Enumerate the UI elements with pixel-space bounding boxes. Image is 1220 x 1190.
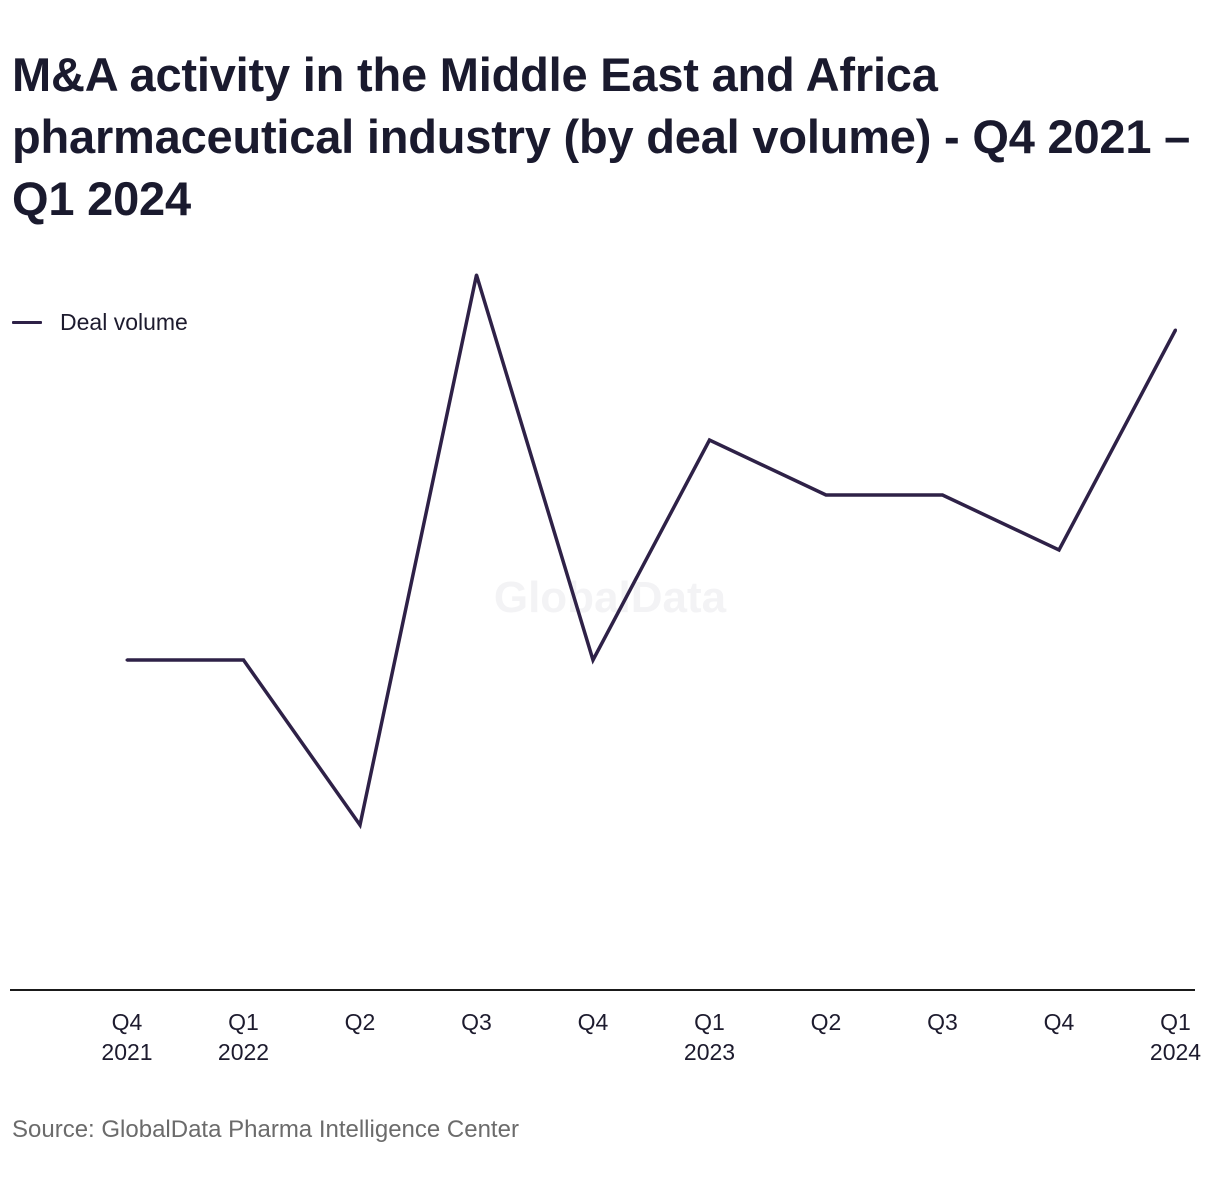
x-tick-label-quarter: Q2 — [811, 1009, 842, 1035]
x-tick-label-quarter: Q1 — [1160, 1009, 1191, 1035]
series-layer — [125, 273, 1178, 830]
data-point — [941, 493, 944, 497]
data-point — [125, 658, 129, 662]
legend-label: Deal volume — [60, 308, 188, 335]
series-line-deal-volume — [127, 274, 1178, 830]
x-tick-label-quarter: Q4 — [578, 1009, 609, 1035]
chart-title: M&A activity in the Middle East and Afri… — [12, 48, 1191, 225]
data-point — [475, 273, 478, 277]
x-tick-label-quarter: Q1 — [694, 1009, 725, 1035]
data-point — [242, 658, 245, 662]
x-tick-labels: Q4 2021 Q1 2022 Q2 Q3 Q4 Q1 2023 Q2 Q3 Q4 Q1 2024 — [101, 1009, 1201, 1065]
x-tick-label-quarter: Q3 — [461, 1009, 492, 1035]
data-point — [708, 438, 711, 442]
legend-swatch — [12, 320, 42, 324]
x-tick-label-quarter: Q4 — [1044, 1009, 1075, 1035]
x-tick-label-year: 2021 — [101, 1039, 152, 1065]
x-tick-label-year: 2022 — [218, 1039, 269, 1065]
x-tick-label-year: 2023 — [684, 1039, 735, 1065]
watermark: GlobalData — [494, 573, 727, 622]
source-note: Source: GlobalData Pharma Intelligence C… — [12, 1116, 519, 1143]
data-point — [1057, 548, 1061, 552]
x-tick-label-quarter: Q2 — [345, 1009, 376, 1035]
x-tick-label-year: 2024 — [1150, 1039, 1201, 1065]
x-tick-label-quarter: Q4 — [112, 1009, 143, 1035]
x-tick-label-quarter: Q3 — [927, 1009, 958, 1035]
data-point — [1174, 328, 1177, 332]
legend: Deal volume — [12, 306, 188, 338]
data-point — [358, 823, 362, 827]
data-point — [591, 658, 595, 662]
x-tick-label-quarter: Q1 — [228, 1009, 259, 1035]
data-point — [824, 493, 828, 497]
